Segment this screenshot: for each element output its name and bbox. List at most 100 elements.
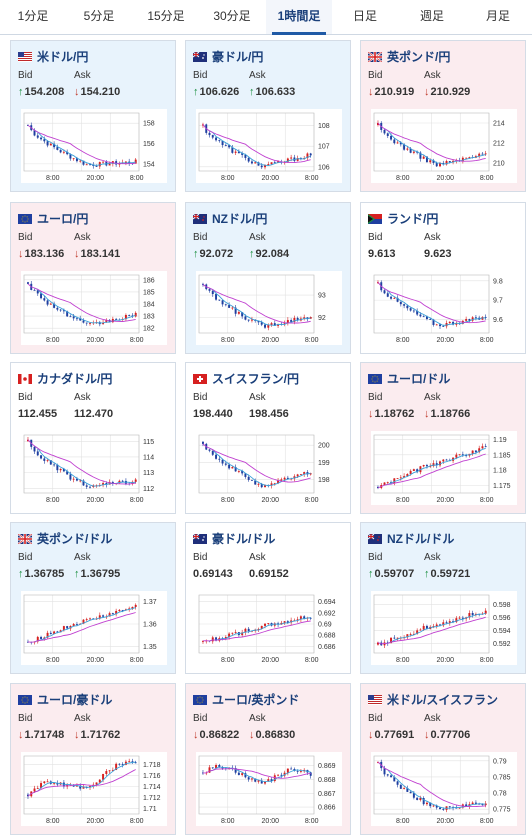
- tab-4[interactable]: 1時間足: [266, 0, 332, 35]
- candle-body: [465, 319, 468, 321]
- candle-body: [377, 642, 379, 645]
- rate-card[interactable]: ユーロ/ドル Bid Ask ↓1.18762 ↓1.18766 1.19 1.185 1.1…: [360, 362, 526, 514]
- candle-body: [422, 316, 425, 318]
- rate-card[interactable]: カナダドル/円 Bid Ask 112.455 112.470 115 114 113 112 8…: [10, 362, 176, 514]
- rate-card[interactable]: 豪ドル/ドル Bid Ask 0.69143 0.69152 0.694 0.692 0.69…: [185, 522, 351, 674]
- candle-body: [299, 771, 302, 772]
- candle-body: [202, 772, 204, 774]
- rate-card[interactable]: ユーロ/豪ドル Bid Ask ↓1.71748 ↓1.71762 1.718 1.716 1…: [10, 683, 176, 835]
- rate-card[interactable]: 英ポンド/ドル Bid Ask ↑1.36785 ↑1.36795 1.37 1.36 1.3…: [10, 522, 176, 674]
- x-tick-label: 8:00: [221, 175, 235, 182]
- rate-card[interactable]: NZドル/ドル Bid Ask ↑0.59707 ↑0.59721 0.598 0.596 0…: [360, 522, 526, 674]
- candle-body: [474, 802, 477, 804]
- x-tick-label: 8:00: [46, 337, 60, 344]
- candle-body: [211, 637, 214, 642]
- candle-body: [108, 770, 111, 772]
- candle-body: [89, 486, 91, 488]
- candle-body: [82, 160, 85, 165]
- candle-body: [303, 472, 306, 475]
- candle-body: [46, 300, 49, 305]
- x-tick-label: 8:00: [46, 497, 60, 504]
- candle-body: [208, 132, 211, 136]
- flag-icon: [368, 373, 382, 384]
- pair-title: ユーロ/豪ドル: [18, 691, 112, 708]
- candle-body: [237, 312, 240, 314]
- x-tick-label: 8:00: [46, 175, 60, 182]
- candle-body: [228, 633, 231, 638]
- mini-chart-svg: 0.869 0.868 0.867 0.866 8:00 20:00 8:00: [198, 755, 336, 825]
- tab-7[interactable]: 月足: [485, 9, 510, 23]
- candle-body: [234, 768, 237, 773]
- x-tick-label: 8:00: [480, 497, 494, 504]
- candle-body: [36, 451, 39, 456]
- candle-body: [484, 153, 487, 155]
- candle-body: [419, 314, 422, 317]
- candle-body: [406, 473, 409, 477]
- rate-card[interactable]: 米ドル/スイスフラン Bid Ask ↓0.77691 ↓0.77706 0.79 0.78…: [360, 683, 526, 835]
- candle-body: [484, 803, 487, 806]
- tab-1[interactable]: 5分足: [83, 9, 115, 23]
- candle-body: [75, 785, 78, 787]
- candle-body: [69, 154, 72, 159]
- pair-title: NZドル/ドル: [368, 530, 454, 547]
- pair-name: ユーロ/円: [37, 212, 89, 226]
- candle-body: [309, 617, 312, 619]
- rate-card[interactable]: NZドル/円 Bid Ask ↑92.072 ↑92.084 93 92 8:00 20:00 8…: [185, 202, 351, 354]
- plot-frame: [23, 274, 140, 334]
- candle-body: [412, 633, 415, 635]
- candle-body: [409, 308, 412, 311]
- candle-body: [422, 465, 425, 467]
- candle-body: [257, 162, 260, 166]
- arrow-down-icon: ↓: [424, 86, 430, 98]
- candle-body: [85, 322, 88, 324]
- ma-long-line: [202, 443, 311, 483]
- rate-card[interactable]: スイスフラン/円 Bid Ask 198.440 198.456 200 199 198 8:0…: [185, 362, 351, 514]
- ask-label: Ask: [424, 713, 441, 724]
- candle-body: [218, 458, 221, 460]
- y-tick-label: 158: [143, 121, 155, 128]
- candle-body: [409, 470, 412, 474]
- rate-card[interactable]: 米ドル/円 Bid Ask ↑154.208 ↓154.210 158 156 154 8:00…: [10, 40, 176, 192]
- tab-2[interactable]: 15分足: [147, 9, 185, 23]
- candle-body: [105, 771, 108, 774]
- candle-body: [296, 770, 299, 772]
- candle-body: [250, 161, 253, 164]
- candle-body: [393, 478, 396, 484]
- mini-chart-svg: 115 114 113 112 8:00 20:00 8:00: [23, 434, 154, 504]
- rate-card[interactable]: ユーロ/英ポンド Bid Ask ↓0.86822 ↓0.86830 0.869 0.868…: [185, 683, 351, 835]
- pair-name: ランド/円: [387, 212, 439, 226]
- candle-body: [75, 478, 78, 481]
- rate-card[interactable]: 英ポンド/円 Bid Ask ↓210.919 ↓210.929 214 212 210 8:0…: [360, 40, 526, 192]
- candle-body: [412, 793, 415, 798]
- candle-body: [277, 480, 280, 484]
- rate-card[interactable]: 豪ドル/円 Bid Ask ↑106.626 ↑106.633 108 107 106 8:00…: [185, 40, 351, 192]
- candle-body: [98, 162, 101, 167]
- candle-body: [224, 463, 227, 465]
- candle-body: [474, 317, 477, 319]
- tab-3[interactable]: 30分足: [213, 9, 251, 23]
- x-tick-label: 8:00: [305, 657, 319, 664]
- tab-0[interactable]: 1分足: [17, 9, 49, 23]
- rate-card[interactable]: ユーロ/円 Bid Ask ↓183.136 ↓183.141 186 185 184 183 1…: [10, 202, 176, 354]
- x-tick-label: 20:00: [262, 497, 280, 504]
- plot-frame: [373, 594, 490, 654]
- candle-body: [435, 624, 438, 627]
- candle-body: [465, 455, 468, 457]
- ask-price: 0.69152: [249, 568, 289, 580]
- tab-5[interactable]: 日足: [352, 9, 377, 23]
- bid-label: Bid: [368, 392, 383, 403]
- ask-label: Ask: [424, 232, 441, 243]
- rate-card[interactable]: ランド/円 Bid Ask 9.613 9.623 9.8 9.7 9.6 8:00 20:00 8…: [360, 202, 526, 354]
- ask-price-value: 198.456: [249, 408, 289, 420]
- candle-body: [241, 773, 244, 775]
- bid-label: Bid: [18, 713, 33, 724]
- bid-price-value: 0.77691: [374, 729, 415, 741]
- candle-body: [241, 153, 244, 155]
- ask-price-value: 112.470: [74, 408, 114, 420]
- mini-chart: 200 199 198 8:00 20:00 8:00: [196, 431, 342, 505]
- pair-name: スイスフラン/円: [212, 372, 299, 386]
- candle-body: [309, 772, 312, 776]
- y-tick-label: 0.692: [318, 610, 336, 617]
- tab-6[interactable]: 週足: [419, 9, 444, 23]
- mini-chart-svg: 0.694 0.692 0.69 0.688 0.686 8:00 20:00 8:00: [198, 594, 336, 664]
